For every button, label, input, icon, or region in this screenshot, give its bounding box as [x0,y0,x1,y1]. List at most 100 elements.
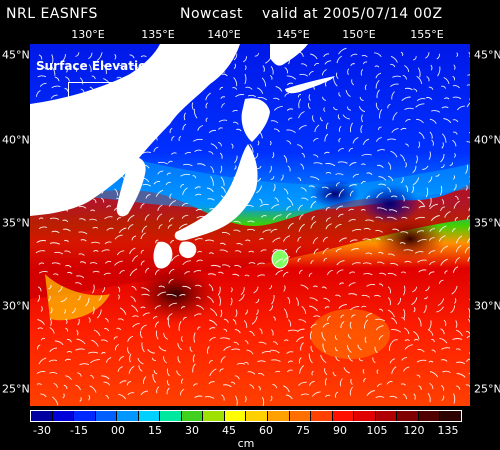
current-vector [208,151,214,155]
current-vector [236,362,246,365]
current-vector [440,359,448,362]
current-vector [182,316,187,321]
current-vector [405,143,409,147]
current-vector [284,67,289,74]
current-vector [152,373,157,383]
lat-label-45-left: 45°N [2,48,30,62]
current-vector [178,135,182,142]
current-vector [154,305,161,310]
current-vector [422,165,429,170]
current-vector [90,374,94,379]
current-vector [204,396,215,399]
current-vector [400,383,406,386]
current-vector [310,196,317,199]
current-vector [297,236,302,242]
current-vector [92,306,95,315]
current-vector [280,174,284,181]
current-vector [324,133,329,142]
current-vector [428,151,431,160]
current-vector [77,196,80,202]
current-vector [63,173,68,180]
current-vector [286,394,293,400]
current-vector [438,225,447,233]
current-vector [467,318,470,326]
current-vector [168,268,175,275]
current-vector [75,348,85,351]
current-vector [38,217,44,220]
current-vector [273,128,280,133]
ocean-map[interactable] [30,44,470,406]
current-vector [195,53,203,59]
current-vector [38,129,48,133]
current-vector [275,86,283,92]
current-vector [255,177,262,183]
current-vector [452,139,457,147]
current-vector [101,352,106,355]
current-vector [49,318,52,326]
current-vector [415,103,425,108]
current-vector [163,356,167,364]
current-vector [418,141,421,149]
current-vector [36,162,39,169]
current-vector [36,370,46,374]
current-vector [232,87,238,90]
current-vector [119,141,126,144]
current-vector [378,251,384,255]
current-vector [166,293,177,297]
colorbar-unit: cm [237,437,255,450]
current-vector [210,228,216,231]
current-vector [270,176,275,180]
current-vector [282,235,291,242]
current-vector [37,319,45,325]
current-vector [438,235,446,242]
current-vector [88,64,92,73]
current-vector [142,312,150,317]
current-vector [275,269,283,276]
current-vector [166,387,170,395]
current-vector [104,216,113,220]
small-eddy [271,249,289,269]
honshu [174,144,258,241]
current-vector [378,335,384,340]
current-vector [440,164,445,169]
current-vector [338,92,342,97]
current-vector [89,129,94,135]
current-vector [157,161,168,165]
current-vector [35,250,46,254]
current-vector [388,209,398,213]
current-vector [54,76,60,82]
current-vector [130,296,136,303]
current-vector [103,104,113,110]
current-vector [441,133,447,143]
lat-label-30-left: 30°N [2,299,30,313]
current-vector [234,329,241,334]
current-vector [451,285,458,295]
colorbar-swatch [31,411,53,421]
current-vector [163,332,168,340]
current-vector [37,344,41,350]
colorbar-tick: 00 [111,424,125,437]
current-vector [222,208,227,211]
current-vector [91,75,96,80]
current-vector [401,357,408,361]
current-vector [357,344,362,351]
current-vector [40,393,47,398]
colorbar-tick: 75 [296,424,310,437]
current-vector [340,314,345,319]
current-vector [337,161,348,164]
current-vector [51,197,55,202]
current-vector [467,74,470,76]
current-vector [157,255,164,263]
current-vector [416,98,426,101]
current-vector [391,91,395,100]
current-vector [92,226,99,229]
legend-title: Surface Elevation [36,59,155,73]
current-vector [413,306,416,313]
current-vector [177,343,183,351]
product-title: Nowcast [180,6,244,22]
current-vector [400,231,409,234]
current-vector [38,270,48,274]
current-vector [143,376,147,384]
current-vector [390,83,399,87]
current-vector [183,163,193,167]
